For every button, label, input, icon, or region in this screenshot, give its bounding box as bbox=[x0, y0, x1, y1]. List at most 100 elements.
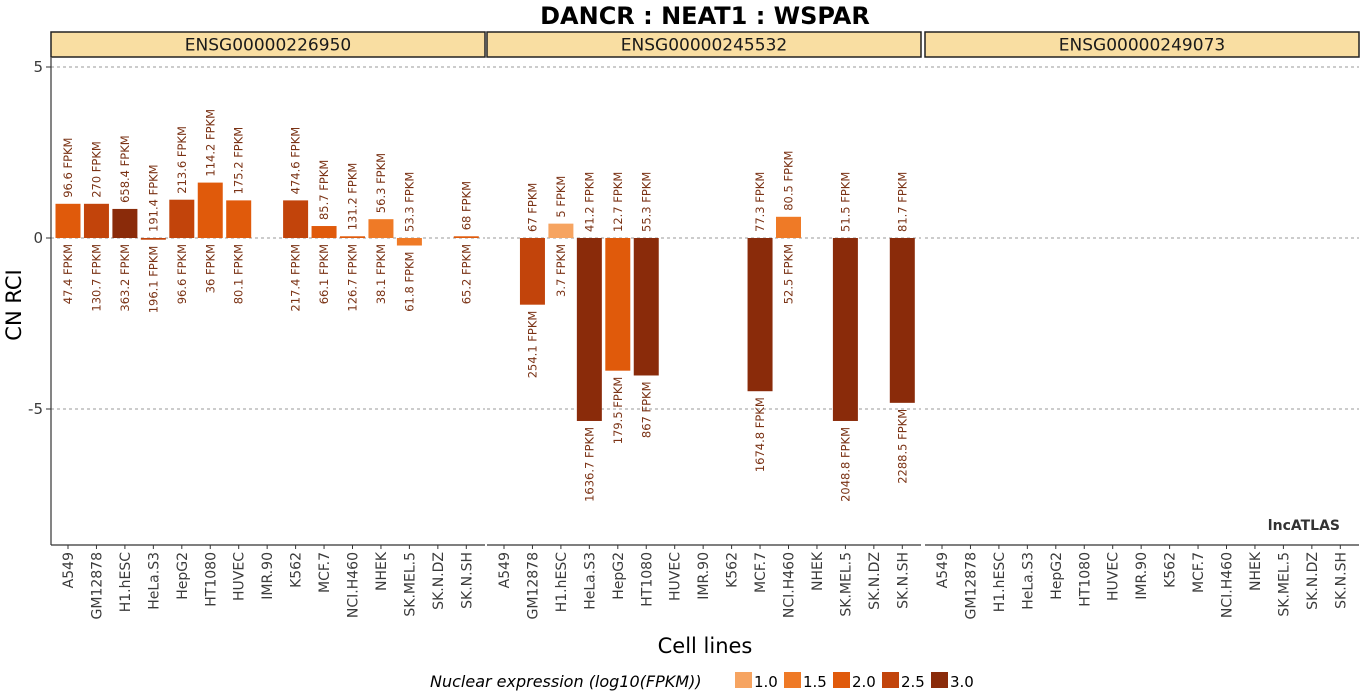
x-tick-label: SK.MEL.5 bbox=[1276, 552, 1292, 617]
x-tick-label: NHEK bbox=[810, 551, 826, 591]
x-tick-label: K562 bbox=[1163, 552, 1179, 588]
data-label-bottom: 52.5 FPKM bbox=[782, 244, 796, 304]
bar-huvec bbox=[226, 200, 252, 238]
data-label-bottom: 36 FPKM bbox=[203, 244, 217, 293]
x-tick-label: A549 bbox=[497, 552, 513, 588]
x-tick-label: H1.hESC bbox=[554, 552, 570, 612]
bar-gm12878 bbox=[519, 238, 545, 305]
x-tick-label: MCF.7 bbox=[753, 552, 769, 593]
legend-swatch-3-0 bbox=[931, 672, 948, 688]
x-tick-label: HepG2 bbox=[1049, 552, 1065, 600]
x-tick-label: SK.N.DZ bbox=[867, 552, 883, 610]
x-tick-label: HeLa.S3 bbox=[582, 552, 598, 610]
data-label-top: 56.3 FPKM bbox=[374, 153, 388, 213]
x-tick-label: HepG2 bbox=[175, 552, 191, 600]
data-label-top: 96.6 FPKM bbox=[61, 138, 75, 198]
data-label-bottom: 96.6 FPKM bbox=[175, 244, 189, 304]
data-label-top: 213.6 FPKM bbox=[175, 126, 189, 194]
x-tick-label: MCF.7 bbox=[317, 552, 333, 593]
y-axis: 5 0 -5 bbox=[28, 58, 52, 545]
legend-label: 2.5 bbox=[901, 673, 925, 691]
data-label-top: 474.6 FPKM bbox=[289, 127, 303, 195]
bar-mcf-7 bbox=[747, 238, 773, 392]
x-tick-label: HepG2 bbox=[611, 552, 627, 600]
facet-strip bbox=[50, 31, 486, 58]
bar-hela-s3 bbox=[576, 238, 602, 421]
bar-sk-mel-5 bbox=[396, 238, 422, 246]
bar-gm12878 bbox=[83, 203, 109, 238]
x-tick-label: GM12878 bbox=[525, 552, 541, 619]
data-label-top: 80.5 FPKM bbox=[782, 151, 796, 211]
data-label-top: 41.2 FPKM bbox=[582, 172, 596, 232]
data-label-top: 114.2 FPKM bbox=[203, 109, 217, 177]
data-label-top: 68 FPKM bbox=[459, 181, 473, 230]
bar-h1-hesc bbox=[112, 208, 138, 238]
bar-k562 bbox=[283, 200, 309, 238]
data-label-bottom: 1674.8 FPKM bbox=[753, 397, 767, 472]
facet-panels: ENSG00000226950 96.6 FPKM 47.4 FPKM A549 270… bbox=[50, 31, 1360, 619]
data-label-bottom: 47.4 FPKM bbox=[61, 244, 75, 304]
bar-sk-mel-5 bbox=[832, 238, 858, 421]
data-label-bottom: 3.7 FPKM bbox=[554, 244, 568, 297]
data-label-bottom: 65.2 FPKM bbox=[459, 244, 473, 304]
chart-title: DANCR : NEAT1 : WSPAR bbox=[540, 2, 870, 30]
legend-label: 1.5 bbox=[803, 673, 827, 691]
legend-label: 2.0 bbox=[852, 673, 876, 691]
data-label-bottom: 2048.8 FPKM bbox=[838, 427, 852, 502]
color-legend: Nuclear expression (log10(FPKM)) 1.0 1.5 2… bbox=[430, 672, 974, 691]
facet-strip-label: ENSG00000226950 bbox=[185, 36, 351, 56]
x-tick-label: SK.N.DZ bbox=[431, 552, 447, 610]
data-label-bottom: 196.1 FPKM bbox=[146, 246, 160, 314]
x-tick-label: HT1080 bbox=[639, 552, 655, 607]
x-tick-label: NCI.H460 bbox=[346, 552, 362, 618]
x-tick-label: IMR.90 bbox=[260, 552, 276, 600]
x-tick-label: A549 bbox=[935, 552, 951, 588]
x-axis-title: Cell lines bbox=[658, 634, 753, 658]
data-label-top: 12.7 FPKM bbox=[611, 172, 625, 232]
bar-nci-h460 bbox=[776, 216, 801, 238]
facet-panel-2: ENSG00000245532 A549 67 FPKM 254.1 FPKM GM12… bbox=[486, 31, 922, 619]
data-label-top: 85.7 FPKM bbox=[317, 160, 331, 220]
x-tick-label: IMR.90 bbox=[696, 552, 712, 600]
x-tick-label: HeLa.S3 bbox=[1020, 552, 1036, 610]
facet-strip-label: ENSG00000245532 bbox=[621, 36, 787, 56]
x-tick-label: HT1080 bbox=[1077, 552, 1093, 607]
x-tick-label: A549 bbox=[61, 552, 77, 588]
x-tick-label: K562 bbox=[289, 552, 305, 588]
facet-strip-label: ENSG00000249073 bbox=[1059, 36, 1225, 56]
y-tick-label: 0 bbox=[33, 229, 43, 247]
x-tick-label: SK.N.SH bbox=[1333, 552, 1349, 609]
x-tick-label: IMR.90 bbox=[1134, 552, 1150, 600]
data-label-bottom: 363.2 FPKM bbox=[118, 244, 132, 312]
data-label-top: 175.2 FPKM bbox=[232, 127, 246, 195]
x-tick-label: SK.MEL.5 bbox=[838, 552, 854, 617]
legend-label: 1.0 bbox=[754, 673, 778, 691]
x-tick-label: NCI.H460 bbox=[782, 552, 798, 618]
x-tick-label: HUVEC bbox=[668, 552, 684, 601]
bar-hepg2 bbox=[169, 199, 195, 238]
data-label-bottom: 179.5 FPKM bbox=[611, 377, 625, 445]
x-tick-label: NCI.H460 bbox=[1220, 552, 1236, 618]
data-label-top: 270 FPKM bbox=[89, 141, 103, 198]
x-tick-label: H1.hESC bbox=[118, 552, 134, 612]
legend-swatch-1-5 bbox=[784, 672, 801, 688]
data-label-bottom: 2288.5 FPKM bbox=[895, 409, 909, 484]
y-tick-label: 5 bbox=[33, 58, 43, 76]
data-label-bottom: 38.1 FPKM bbox=[374, 244, 388, 304]
bar-nhek bbox=[368, 219, 394, 238]
x-tick-label: SK.N.SH bbox=[895, 552, 911, 609]
data-label-top: 55.3 FPKM bbox=[639, 172, 653, 232]
lncatlas-watermark: lncATLAS bbox=[1268, 518, 1340, 534]
data-label-top: 51.5 FPKM bbox=[838, 172, 852, 232]
x-tick-label: HUVEC bbox=[232, 552, 248, 601]
bar-ht1080 bbox=[197, 182, 223, 238]
facet-panel-3: ENSG00000249073 A549 GM12878 H1.hESC HeLa.S3… bbox=[924, 31, 1360, 619]
data-label-bottom: 66.1 FPKM bbox=[317, 244, 331, 304]
data-label-top: 67 FPKM bbox=[525, 183, 539, 232]
legend-swatch-1-0 bbox=[735, 672, 752, 688]
legend-title: Nuclear expression (log10(FPKM)) bbox=[430, 672, 702, 691]
legend-swatch-2-0 bbox=[833, 672, 850, 688]
bar-mcf-7 bbox=[311, 226, 337, 238]
x-tick-label: K562 bbox=[725, 552, 741, 588]
data-label-bottom: 80.1 FPKM bbox=[232, 244, 246, 304]
